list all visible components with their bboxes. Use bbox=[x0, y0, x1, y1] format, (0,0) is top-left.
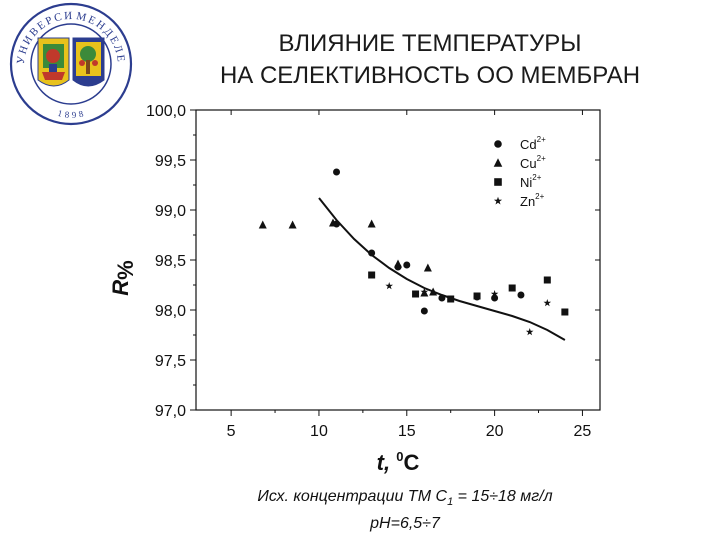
data-point-zn bbox=[543, 299, 552, 307]
x-tick-label: 10 bbox=[310, 423, 328, 440]
university-logo: УНИВЕРСИТЕТ МЕНДЕЛЕЕВА 1898 bbox=[6, 0, 133, 126]
data-point-zn bbox=[420, 288, 429, 296]
legend-label-ni: Ni2+ bbox=[520, 173, 542, 190]
legend-marker-cu bbox=[493, 158, 503, 167]
chart-legend: Cd2+ Cu2+ Ni2+ Zn2+ bbox=[493, 135, 546, 209]
y-tick-label: 99,5 bbox=[155, 153, 186, 170]
data-points-group bbox=[258, 168, 569, 336]
trend-line bbox=[318, 197, 566, 341]
data-point-ni bbox=[543, 276, 551, 284]
data-point-zn bbox=[525, 328, 534, 336]
x-axis-title: t, 0C bbox=[377, 449, 420, 475]
data-point-cu bbox=[367, 219, 376, 228]
data-point-cd bbox=[403, 261, 411, 269]
data-point-ni bbox=[473, 292, 481, 300]
x-tick-label: 15 bbox=[398, 423, 416, 440]
data-point-ni bbox=[368, 271, 376, 279]
logo-left-shield-icon bbox=[37, 37, 70, 87]
data-point-cu bbox=[394, 259, 402, 268]
footer-line-1: Исх. концентрации ТМ С1 = 15÷18 мг/л bbox=[150, 486, 660, 513]
legend-label-zn: Zn2+ bbox=[520, 192, 545, 209]
data-point-cu bbox=[329, 218, 338, 227]
svg-text:1898: 1898 bbox=[57, 108, 88, 120]
data-point-cd bbox=[420, 307, 428, 315]
data-point-ni bbox=[412, 290, 420, 298]
data-point-zn bbox=[490, 290, 499, 298]
data-point-cu bbox=[258, 220, 267, 229]
y-tick-label: 98,5 bbox=[155, 253, 186, 270]
data-point-cu bbox=[429, 287, 438, 296]
footer-line-2: рН=6,5÷7 bbox=[370, 515, 440, 533]
data-point-cd bbox=[368, 249, 376, 257]
y-tick-label: 99,0 bbox=[155, 203, 186, 220]
x-tick-label: 20 bbox=[486, 423, 504, 440]
data-point-cd bbox=[333, 168, 341, 176]
data-point-ni bbox=[447, 295, 455, 303]
chart-axes: 97,0 97,5 98,0 98,5 99,0 99,5 100,0 5 10 15 20 25 bbox=[146, 103, 601, 440]
data-point-cu bbox=[423, 263, 432, 272]
legend-label-cu: Cu2+ bbox=[520, 154, 546, 171]
logo-right-shield-icon bbox=[72, 37, 105, 87]
footer-line-1-text: Исх. концентрации ТМ С bbox=[257, 488, 448, 505]
data-point-cu bbox=[288, 220, 297, 229]
data-point-cd bbox=[438, 294, 446, 302]
y-tick-label: 100,0 bbox=[146, 103, 186, 120]
x-tick-label: 5 bbox=[227, 423, 236, 440]
x-tick-label: 25 bbox=[574, 423, 592, 440]
legend-marker-ni bbox=[494, 178, 502, 186]
logo-year: 1898 bbox=[57, 108, 85, 120]
data-point-ni bbox=[508, 284, 516, 292]
trend-line-group bbox=[318, 197, 566, 341]
axis-labels-group: t, 0C R% bbox=[108, 260, 419, 475]
data-point-zn bbox=[385, 282, 393, 290]
y-tick-label: 97,0 bbox=[155, 403, 186, 420]
data-point-ni bbox=[561, 308, 569, 316]
slide-title-line-2: НА СЕЛЕКТИВНОСТЬ ОО МЕМБРАН bbox=[219, 62, 641, 89]
footer-line-1-subscript: 1 bbox=[447, 496, 454, 509]
y-tick-label: 97,5 bbox=[155, 353, 186, 370]
y-tick-label: 98,0 bbox=[155, 303, 186, 320]
slide-title: ВЛИЯНИЕ ТЕМПЕРАТУРЫ НА СЕЛЕКТИВНОСТЬ ОО … bbox=[150, 28, 710, 92]
legend-marker-cd bbox=[494, 140, 502, 148]
legend-marker-zn bbox=[493, 196, 503, 205]
data-point-cd bbox=[517, 291, 525, 299]
y-axis-title: R% bbox=[108, 260, 138, 295]
footer-line-1-rest: = 15÷18 мг/л bbox=[453, 488, 553, 505]
footer-note: Исх. концентрации ТМ С1 = 15÷18 мг/л рН=… bbox=[150, 486, 660, 535]
slide-title-line-1: ВЛИЯНИЕ ТЕМПЕРАТУРЫ bbox=[278, 30, 582, 57]
legend-label-cd: Cd2+ bbox=[520, 135, 546, 152]
